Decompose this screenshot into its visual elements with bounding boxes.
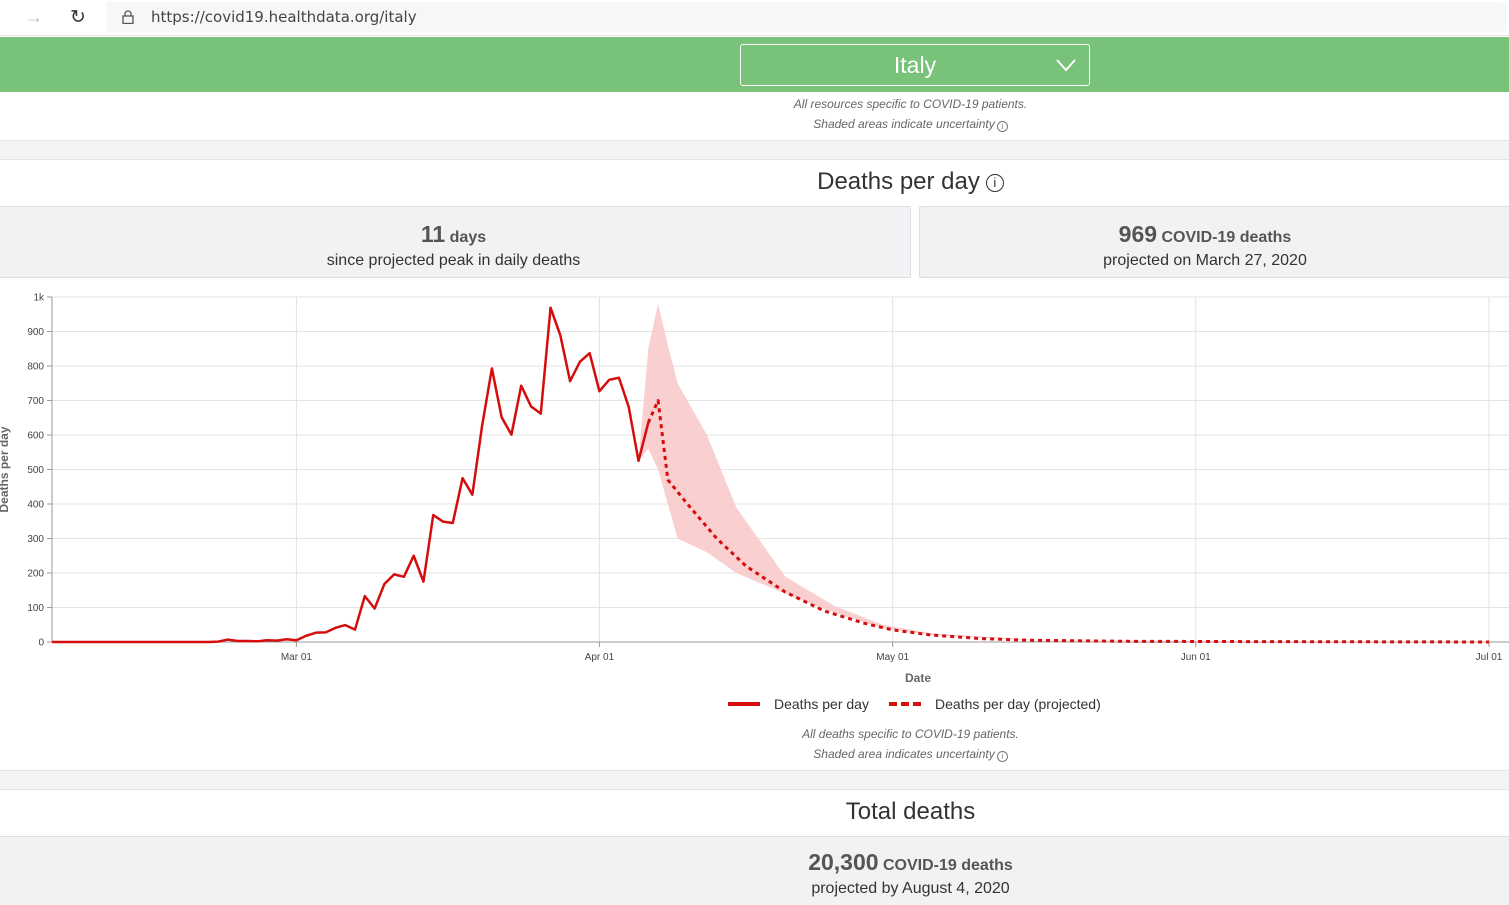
days-since-peak-unit: days xyxy=(449,229,487,246)
address-bar[interactable]: https://covid19.healthdata.org/italy xyxy=(106,2,1506,32)
y-tick-label: 600 xyxy=(27,431,44,442)
y-tick-label: 0 xyxy=(38,638,44,649)
total-deaths-unit: COVID-19 deaths xyxy=(883,857,1013,874)
x-tick-label: Mar 01 xyxy=(281,652,313,663)
location-header: Italy xyxy=(0,37,1509,92)
lock-icon xyxy=(122,10,134,24)
y-tick-label: 200 xyxy=(27,569,44,580)
total-deaths-caption: projected by August 4, 2020 xyxy=(811,880,1010,897)
section-divider xyxy=(0,770,1509,790)
total-deaths-title: Total deaths xyxy=(845,798,976,825)
chart-svg: 0 100 200 300 400 500 600 700 800 900 1k Mar 01 Apr … xyxy=(0,293,1509,685)
country-dropdown-value: Italy xyxy=(893,51,937,78)
days-since-peak-value: 11 xyxy=(420,221,446,247)
series-line-actual xyxy=(52,306,650,644)
legend-solid-line xyxy=(728,702,760,706)
uncertainty-note: Shaded areas indicate uncertainty i xyxy=(0,117,1509,132)
reload-icon[interactable]: ↻ xyxy=(70,6,86,28)
peak-deaths-value: 969 xyxy=(1118,221,1158,247)
legend-label-actual: Deaths per day xyxy=(774,696,869,712)
peak-deaths-card: 969 COVID-19 deaths projected on March 2… xyxy=(919,206,1509,278)
legend-item-projected[interactable]: Deaths per day (projected) xyxy=(889,696,1101,712)
uncertainty-band xyxy=(638,303,1489,642)
y-tick-label: 800 xyxy=(27,362,44,373)
chevron-down-icon xyxy=(1056,59,1076,72)
x-axis-label: Date xyxy=(905,671,931,685)
resources-note: All resources specific to COVID-19 patie… xyxy=(793,97,1028,111)
y-tick-label: 400 xyxy=(27,500,44,511)
y-tick-label: 500 xyxy=(27,465,44,476)
deaths-per-day-chart[interactable]: 0 100 200 300 400 500 600 700 800 900 1k Mar 01 Apr … xyxy=(0,288,1509,688)
peak-deaths-caption: projected on March 27, 2020 xyxy=(1103,252,1307,269)
y-tick-label: 900 xyxy=(27,327,44,338)
info-icon[interactable]: i xyxy=(996,121,1008,132)
x-tick-label: May 01 xyxy=(876,652,909,663)
section-divider xyxy=(0,140,1509,160)
deaths-uncertainty-note: Shaded area indicates uncertainty i xyxy=(0,747,1509,762)
y-tick-label: 300 xyxy=(27,534,44,545)
legend-dashed-line xyxy=(889,702,921,706)
browser-toolbar: → ↻ https://covid19.healthdata.org/italy xyxy=(0,0,1509,36)
url-text: https://covid19.healthdata.org/italy xyxy=(151,8,417,26)
legend-item-actual[interactable]: Deaths per day xyxy=(728,696,869,712)
deaths-per-day-title: Deaths per day i xyxy=(0,168,1509,196)
x-tick-label: Jun 01 xyxy=(1181,652,1211,663)
x-tick-label: Apr 01 xyxy=(585,652,615,663)
deaths-note: All deaths specific to COVID-19 patients… xyxy=(802,727,1019,741)
info-icon[interactable]: i xyxy=(996,751,1008,762)
days-since-peak-card: 11 days since projected peak in daily de… xyxy=(0,206,911,278)
x-tick-label: Jul 01 xyxy=(1476,652,1503,663)
y-tick-label: 700 xyxy=(27,396,44,407)
peak-deaths-unit: COVID-19 deaths xyxy=(1161,229,1292,246)
total-deaths-card: 20,300 COVID-19 deaths projected by Augu… xyxy=(0,836,1509,905)
info-icon[interactable]: i xyxy=(985,174,1004,192)
days-since-peak-caption: since projected peak in daily deaths xyxy=(326,252,581,269)
total-deaths-value: 20,300 xyxy=(808,849,879,875)
chart-legend: Deaths per day Deaths per day (projected… xyxy=(0,696,1509,716)
forward-arrow-icon[interactable]: → xyxy=(25,6,43,27)
y-tick-label: 100 xyxy=(27,603,44,614)
y-tick-label: 1k xyxy=(33,293,45,304)
legend-label-projected: Deaths per day (projected) xyxy=(935,696,1101,712)
country-dropdown[interactable]: Italy xyxy=(740,44,1090,86)
y-axis-label: Deaths per day xyxy=(0,426,11,512)
series-line-projected xyxy=(646,399,1490,644)
